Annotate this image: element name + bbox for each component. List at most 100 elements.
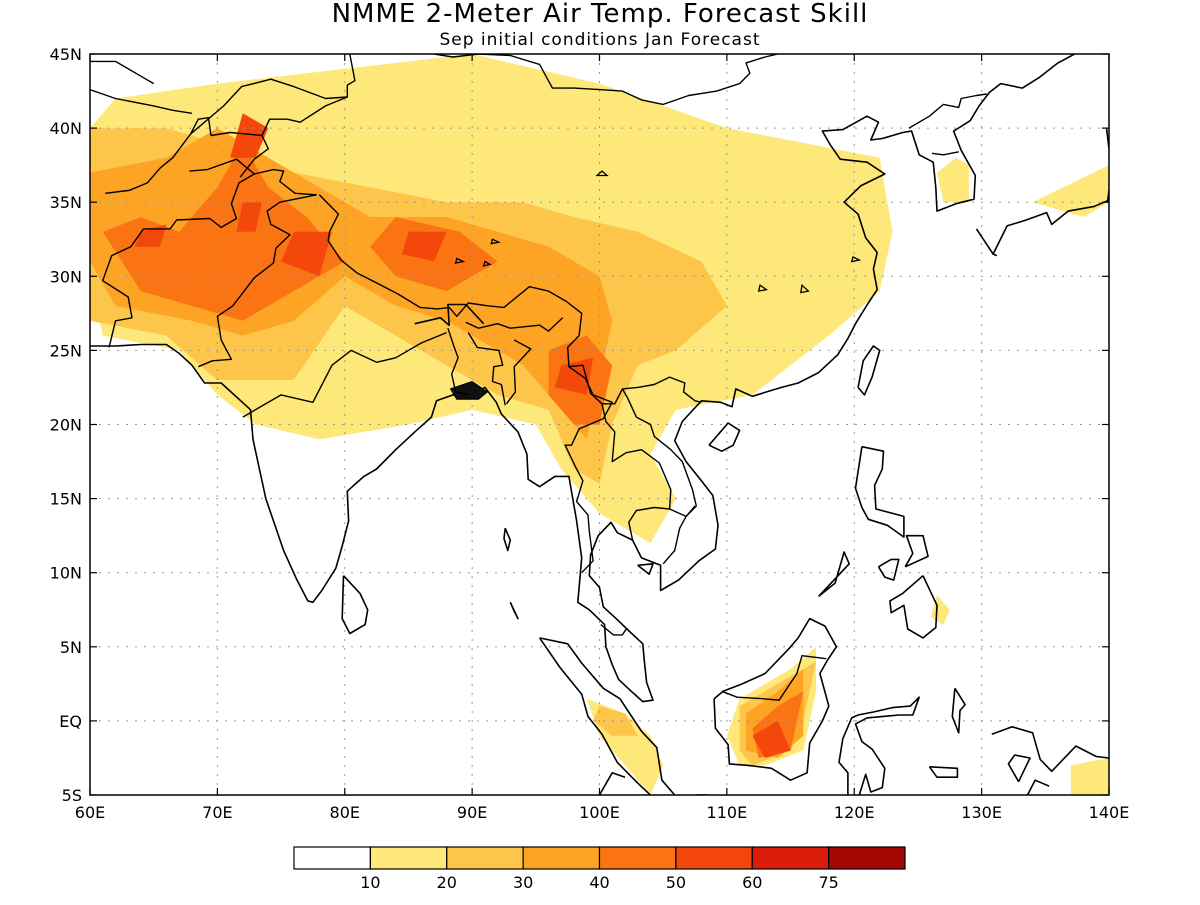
skill-region-5	[1032, 165, 1109, 217]
skill-region-22	[134, 224, 167, 247]
colorbar-swatch	[828, 846, 906, 870]
coastline-18	[1007, 754, 1031, 783]
lake-6	[757, 284, 769, 292]
border-12	[600, 624, 627, 636]
lat-tick-label: 25N	[50, 341, 82, 360]
border-17	[189, 158, 255, 175]
border-3	[242, 331, 447, 418]
skill-region-17	[281, 231, 332, 277]
colorbar-swatch	[522, 846, 601, 870]
coastline-2	[975, 228, 998, 257]
border-10	[621, 388, 697, 565]
coastline-22	[503, 527, 512, 552]
colorbar-label: 40	[589, 873, 609, 892]
border-19	[90, 60, 155, 85]
coastline-23	[637, 562, 654, 576]
colorbar-swatch	[675, 846, 753, 870]
border-11	[669, 505, 696, 518]
coastline-17	[991, 725, 1109, 773]
lake-4	[490, 238, 502, 245]
colorbar-swatch	[598, 846, 677, 870]
lon-tick-label: 110E	[707, 803, 748, 822]
border-21	[908, 93, 987, 129]
lat-tick-label: 15N	[50, 490, 82, 509]
skill-shading	[90, 54, 1109, 795]
border-4	[447, 327, 470, 396]
chart-subtitle: Sep initial conditions Jan Forecast	[439, 30, 760, 50]
border-15	[190, 78, 348, 135]
lat-tick-label: 10N	[50, 564, 82, 583]
skill-region-16	[230, 113, 269, 158]
border-16	[239, 54, 356, 178]
lat-tick-label: 45N	[50, 45, 82, 64]
coastline-15	[928, 766, 959, 779]
lon-tick-label: 90E	[457, 803, 487, 822]
lake-0	[304, 39, 313, 45]
border-5	[467, 332, 506, 406]
colorbar: 10 20 30 40 50 60 75	[293, 846, 906, 892]
lat-tick-label: 35N	[50, 193, 82, 212]
border-8	[564, 366, 613, 574]
skill-region-4	[937, 157, 969, 203]
border-7	[505, 339, 532, 405]
lon-tick-label: 100E	[579, 803, 620, 822]
coastline-20	[414, 303, 485, 327]
colorbar-label: 20	[437, 873, 457, 892]
border-2	[318, 194, 702, 405]
coastline-13	[889, 575, 938, 639]
coastline-0	[90, 54, 1075, 703]
lat-tick-label: 40N	[50, 119, 82, 138]
axes: 60E 70E 80E 90E 100E 110E 120E 130E 140E 5S EQ 5N 10…	[50, 45, 1130, 822]
colorbar-label: 60	[742, 873, 762, 892]
lake-1	[595, 170, 609, 177]
border-18	[90, 88, 193, 114]
lon-tick-label: 70E	[202, 803, 232, 822]
lat-tick-label: EQ	[59, 712, 82, 731]
lon-tick-label: 120E	[834, 803, 875, 822]
border-9	[601, 403, 672, 541]
coastline-10	[854, 445, 905, 538]
coastline-12	[904, 534, 929, 568]
lat-tick-label: 5S	[62, 786, 82, 805]
border-1	[198, 194, 317, 368]
skill-region-18	[236, 202, 262, 232]
skill-region-9	[593, 706, 638, 736]
colorbar-swatch	[293, 846, 371, 870]
coastline-11	[877, 558, 900, 581]
colorbar-swatch	[446, 846, 524, 870]
country-borders	[90, 54, 987, 701]
skill-region-21	[752, 720, 791, 758]
colorbar-label: 30	[513, 873, 533, 892]
lake-5	[800, 283, 810, 294]
colorbar-swatch	[751, 846, 830, 870]
coastline-9	[838, 696, 921, 795]
coastline-6	[341, 575, 369, 635]
coastline-19	[1026, 779, 1050, 795]
coastline-5	[708, 422, 741, 453]
lake-2	[482, 260, 492, 267]
coastline-16	[951, 687, 966, 734]
colorbar-label: 50	[666, 873, 686, 892]
colorbar-label: 75	[818, 873, 838, 892]
lon-tick-label: 80E	[330, 803, 360, 822]
coastline-8	[713, 617, 838, 782]
coastline-25	[598, 771, 626, 795]
lat-tick-label: 30N	[50, 267, 82, 286]
lat-tick-label: 20N	[50, 416, 82, 435]
coastline-21	[509, 601, 519, 620]
coastline-14	[818, 551, 851, 598]
colorbar-label: 10	[360, 873, 380, 892]
lake-7	[850, 256, 862, 263]
coastline-7	[538, 637, 676, 795]
skill-region-19	[402, 231, 447, 262]
chart-title: NMME 2-Meter Air Temp. Forecast Skill	[332, 0, 869, 29]
lon-tick-label: 60E	[75, 803, 105, 822]
border-6	[465, 317, 564, 332]
lon-tick-label: 140E	[1089, 803, 1130, 822]
border-20	[433, 54, 778, 106]
lon-tick-label: 130E	[961, 803, 1002, 822]
lake-3	[454, 257, 466, 264]
border-0	[101, 168, 317, 348]
